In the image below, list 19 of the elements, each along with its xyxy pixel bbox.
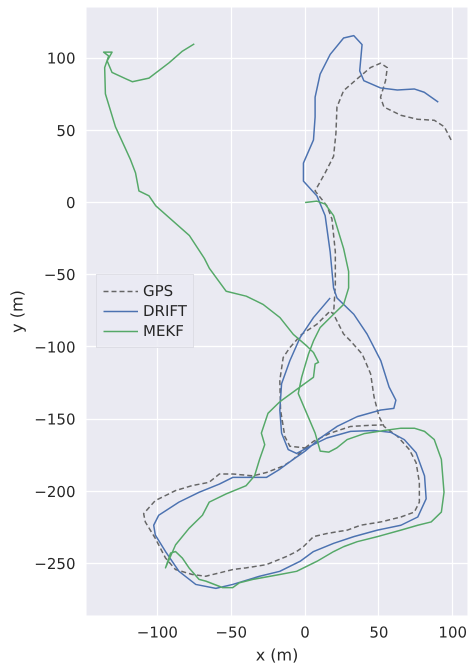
line-series bbox=[102, 43, 445, 588]
y-tick-label: −50 bbox=[44, 266, 76, 284]
y-tick-label: 50 bbox=[56, 122, 76, 140]
y-tick-label: −250 bbox=[34, 555, 76, 574]
y-tick-label: −100 bbox=[34, 338, 76, 356]
x-tick-label: −100 bbox=[136, 624, 178, 642]
y-tick-label: 0 bbox=[66, 194, 76, 212]
x-tick-label: −50 bbox=[215, 624, 248, 642]
y-tick-label: 100 bbox=[46, 50, 76, 68]
legend-label: GPS bbox=[143, 282, 174, 300]
y-tick-label: −150 bbox=[34, 410, 76, 429]
y-tick-label: −200 bbox=[34, 482, 76, 501]
x-tick-label: 100 bbox=[438, 624, 468, 642]
x-tick-label: 50 bbox=[369, 624, 388, 642]
x-tick-label: 0 bbox=[300, 624, 310, 642]
y-axis-title: y (m) bbox=[7, 290, 26, 333]
legend-label: MEKF bbox=[143, 322, 184, 340]
legend-label: DRIFT bbox=[143, 302, 187, 320]
x-axis-title: x (m) bbox=[256, 646, 298, 664]
